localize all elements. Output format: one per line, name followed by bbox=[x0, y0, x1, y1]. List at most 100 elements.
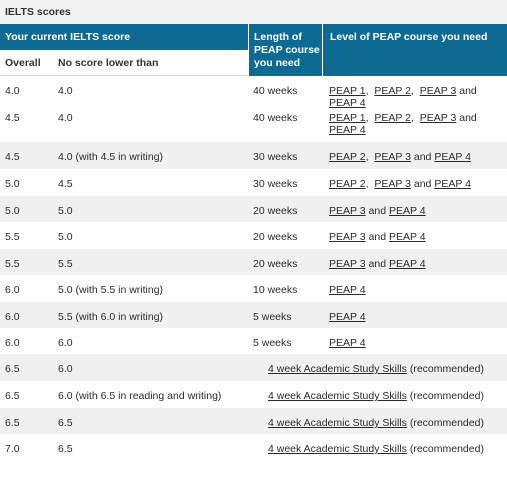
peap-course-link[interactable]: PEAP 2 bbox=[329, 178, 366, 190]
minimum-score: 4.0 bbox=[58, 85, 73, 97]
peap-course-link[interactable]: PEAP 3 bbox=[374, 151, 411, 163]
list-conjunction: and bbox=[368, 258, 387, 270]
overall-score: 5.5 bbox=[5, 258, 20, 270]
course-length: 20 weeks bbox=[253, 231, 298, 243]
study-skills-link[interactable]: 4 week Academic Study Skills bbox=[268, 363, 407, 375]
course-length: 5 weeks bbox=[253, 337, 292, 349]
overall-score: 6.0 bbox=[5, 311, 20, 323]
peap-course-link[interactable]: PEAP 4 bbox=[434, 151, 471, 163]
table-row: 6.5 6.5 4 week Academic Study Skills (reco… bbox=[0, 408, 507, 434]
table-row: 6.0 5.5 (with 6.0 in writing) 5 weeks PEAP … bbox=[0, 302, 507, 328]
table-row: 5.0 4.5 30 weeks PEAP 2, PEAP 3 and PEAP 4 bbox=[0, 169, 507, 196]
peap-course-link[interactable]: PEAP 2 bbox=[329, 151, 366, 163]
peap-course-link[interactable]: PEAP 2 bbox=[374, 112, 411, 124]
minimum-score: 5.5 bbox=[58, 258, 73, 270]
peap-course-link[interactable]: PEAP 4 bbox=[434, 178, 471, 190]
peap-course-link[interactable]: PEAP 1 bbox=[329, 85, 366, 97]
table-row: 6.5 6.0 (with 6.5 in reading and writing)… bbox=[0, 381, 507, 408]
study-skills-cell: 4 week Academic Study Skills (recommende… bbox=[268, 363, 484, 375]
list-separator: , bbox=[365, 112, 369, 124]
list-separator: , bbox=[410, 112, 414, 124]
overall-score: 6.0 bbox=[5, 284, 20, 296]
recommended-note: (recommended) bbox=[409, 443, 484, 455]
course-length: 30 weeks bbox=[253, 178, 298, 190]
course-level: PEAP 2, PEAP 3 and PEAP 4 bbox=[329, 178, 504, 190]
list-separator: , bbox=[365, 178, 369, 190]
overall-score: 5.0 bbox=[5, 178, 20, 190]
list-separator: , bbox=[365, 151, 369, 163]
list-conjunction: and bbox=[459, 85, 477, 97]
minimum-score: 6.5 bbox=[58, 443, 73, 455]
course-level: PEAP 1, PEAP 2, PEAP 3 and PEAP 4 bbox=[329, 85, 504, 109]
peap-course-link[interactable]: PEAP 4 bbox=[329, 124, 366, 136]
course-length: 40 weeks bbox=[253, 112, 298, 124]
study-skills-link[interactable]: 4 week Academic Study Skills bbox=[268, 417, 407, 429]
peap-course-link[interactable]: PEAP 2 bbox=[374, 85, 411, 97]
course-level: PEAP 1, PEAP 2, PEAP 3 and PEAP 4 bbox=[329, 112, 504, 136]
minimum-score: 5.5 (with 6.0 in writing) bbox=[58, 311, 164, 323]
overall-score: 4.5 bbox=[5, 151, 20, 163]
minimum-score: 4.0 (with 4.5 in writing) bbox=[58, 151, 164, 163]
header-course-length: Length of PEAP course you need bbox=[248, 24, 322, 76]
table-row: 6.0 6.0 5 weeks PEAP 4 bbox=[0, 328, 507, 354]
peap-course-link[interactable]: PEAP 3 bbox=[419, 112, 457, 124]
peap-course-link[interactable]: PEAP 3 bbox=[329, 231, 366, 243]
peap-course-link[interactable]: PEAP 4 bbox=[329, 337, 366, 349]
list-conjunction: and bbox=[368, 205, 387, 217]
overall-score: 6.0 bbox=[5, 337, 20, 349]
overall-score: 6.5 bbox=[5, 390, 20, 402]
peap-course-link[interactable]: PEAP 4 bbox=[388, 205, 426, 217]
peap-course-link[interactable]: PEAP 4 bbox=[388, 258, 426, 270]
peap-course-link[interactable]: PEAP 1 bbox=[329, 112, 366, 124]
list-separator: , bbox=[410, 85, 414, 97]
header-current-score: Your current IELTS score bbox=[0, 24, 248, 50]
minimum-score: 6.0 (with 6.5 in reading and writing) bbox=[58, 390, 222, 402]
table-row: 5.5 5.0 20 weeks PEAP 3 and PEAP 4 bbox=[0, 222, 507, 249]
table-row: 7.0 6.5 4 week Academic Study Skills (reco… bbox=[0, 434, 507, 461]
overall-score: 6.5 bbox=[5, 363, 20, 375]
list-conjunction: and bbox=[368, 231, 387, 243]
table-body: 4.0 4.0 40 weeks PEAP 1, PEAP 2, PEAP 3 and… bbox=[0, 76, 507, 461]
peap-course-link[interactable]: PEAP 3 bbox=[374, 178, 411, 190]
overall-score: 5.5 bbox=[5, 231, 20, 243]
minimum-score: 4.0 bbox=[58, 112, 73, 124]
peap-course-link[interactable]: PEAP 4 bbox=[388, 231, 426, 243]
peap-course-link[interactable]: PEAP 3 bbox=[329, 205, 366, 217]
peap-course-link[interactable]: PEAP 3 bbox=[419, 85, 457, 97]
course-level: PEAP 3 and PEAP 4 bbox=[329, 258, 504, 270]
course-length: 5 weeks bbox=[253, 311, 292, 323]
study-skills-cell: 4 week Academic Study Skills (recommende… bbox=[268, 417, 484, 429]
course-level: PEAP 2, PEAP 3 and PEAP 4 bbox=[329, 151, 504, 163]
list-conjunction: and bbox=[413, 178, 432, 190]
course-length: 10 weeks bbox=[253, 284, 298, 296]
table-row: 4.5 4.0 40 weeks PEAP 1, PEAP 2, PEAP 3 and… bbox=[0, 103, 507, 142]
peap-course-link[interactable]: PEAP 4 bbox=[329, 97, 366, 109]
course-length: 40 weeks bbox=[253, 85, 298, 97]
recommended-note: (recommended) bbox=[409, 417, 484, 429]
list-conjunction: and bbox=[459, 112, 477, 124]
table-header: Your current IELTS score Length of PEAP … bbox=[0, 24, 507, 76]
study-skills-cell: 4 week Academic Study Skills (recommende… bbox=[268, 443, 484, 455]
peap-course-link[interactable]: PEAP 3 bbox=[329, 258, 366, 270]
header-course-level: Level of PEAP course you need bbox=[322, 24, 507, 76]
header-no-score-lower: No score lower than bbox=[53, 50, 248, 76]
overall-score: 4.5 bbox=[5, 112, 20, 124]
recommended-note: (recommended) bbox=[409, 363, 484, 375]
course-length: 20 weeks bbox=[253, 258, 298, 270]
overall-score: 4.0 bbox=[5, 85, 20, 97]
peap-course-link[interactable]: PEAP 4 bbox=[329, 284, 366, 296]
peap-course-link[interactable]: PEAP 4 bbox=[329, 311, 366, 323]
minimum-score: 5.0 (with 5.5 in writing) bbox=[58, 284, 164, 296]
minimum-score: 5.0 bbox=[58, 205, 73, 217]
table-row: 4.5 4.0 (with 4.5 in writing) 30 weeks PEAP… bbox=[0, 142, 507, 169]
header-overall: Overall bbox=[0, 50, 53, 76]
overall-score: 5.0 bbox=[5, 205, 20, 217]
study-skills-cell: 4 week Academic Study Skills (recommende… bbox=[268, 390, 484, 402]
study-skills-link[interactable]: 4 week Academic Study Skills bbox=[268, 443, 407, 455]
table-row: 6.5 6.0 4 week Academic Study Skills (reco… bbox=[0, 354, 507, 381]
list-separator: , bbox=[365, 85, 369, 97]
study-skills-link[interactable]: 4 week Academic Study Skills bbox=[268, 390, 407, 402]
table-row: 4.0 4.0 40 weeks PEAP 1, PEAP 2, PEAP 3 and… bbox=[0, 76, 507, 109]
course-level: PEAP 3 and PEAP 4 bbox=[329, 205, 504, 217]
list-conjunction: and bbox=[413, 151, 432, 163]
